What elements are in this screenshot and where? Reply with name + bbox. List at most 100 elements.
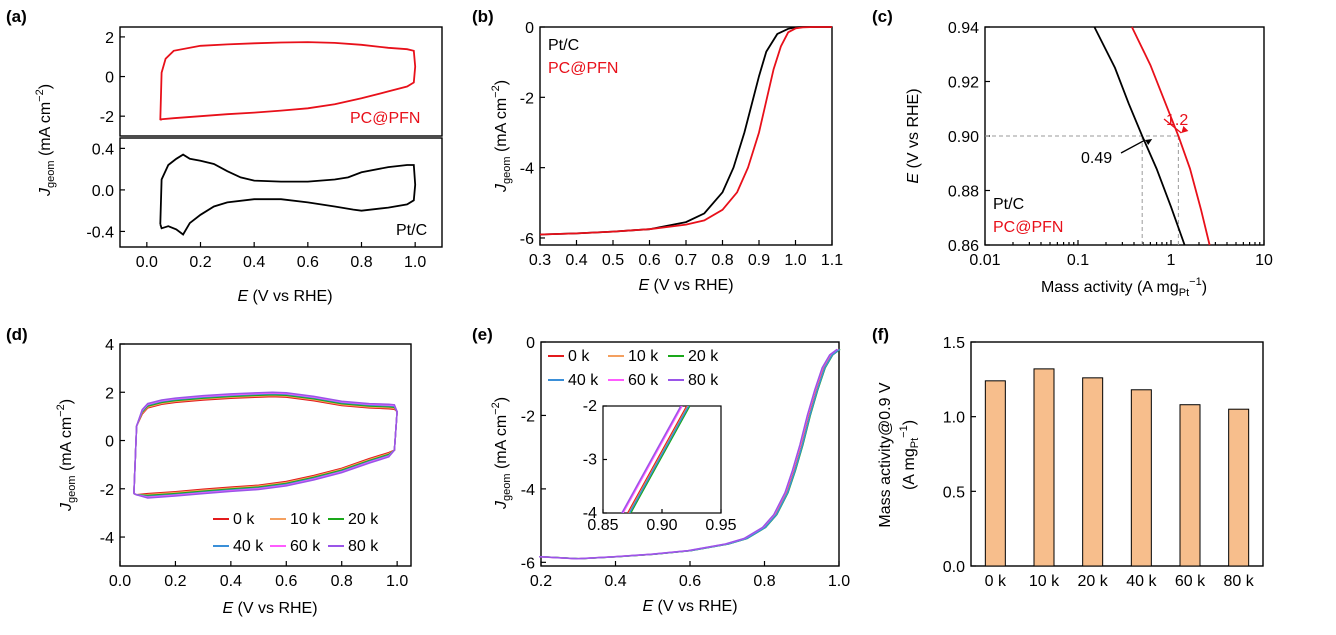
panel-a-top-frame	[119, 26, 443, 137]
series-pcpfn-line	[1131, 26, 1211, 246]
panel-d-x-axis-title: E (V vs RHE)	[222, 600, 317, 617]
bar-0k	[984, 380, 1006, 567]
panel-e-x-axis-title: E (V vs RHE)	[642, 598, 737, 615]
inset-series-line	[621, 406, 682, 513]
panel-b-xtick-label: 0.8	[711, 252, 733, 269]
inset-ytick-label: -2	[583, 398, 597, 415]
panel-b-legend-ptc: Pt/C	[548, 37, 579, 54]
panel-c-xtick-label: 10	[1255, 252, 1273, 269]
legend-label: 80 k	[348, 538, 379, 555]
legend-label: 0 k	[233, 511, 255, 528]
panel-e-legend: 0 k 10 k 20 k 40 k 60 k 80 k	[548, 348, 719, 389]
panel-c-xtick-label: 0.1	[1067, 252, 1089, 269]
panel-a: -2 0 2 PC@PFN -0.4 0.0 0.4 0.0 0.2 0.4 0.6 0.8 1.0…	[34, 26, 443, 305]
series-ptc-line	[1093, 26, 1186, 246]
panel-f-frame	[970, 341, 1264, 567]
panel-c-ytick-label: 0.90	[948, 129, 979, 146]
panel-label-b: (b)	[472, 7, 494, 26]
panel-d-axis: 0.0 0.2 0.4 0.6 0.8 1.0 4 2 0 -2 -4	[100, 337, 409, 590]
panel-b-xtick-label: 0.6	[638, 252, 660, 269]
panel-f-xtick-label: 80 k	[1224, 573, 1255, 590]
panel-d-legend: 0 k 10 k 20 k 40 k 60 k 80 k	[213, 511, 379, 555]
panel-a-bottom-ytick-label: 0.0	[92, 183, 114, 200]
panel-label-d: (d)	[6, 325, 28, 344]
panel-f-xtick-label: 0 k	[985, 573, 1007, 590]
legend-label: 60 k	[290, 538, 321, 555]
panel-f-xtick-label: 10 k	[1029, 573, 1060, 590]
panel-a-xtick-label: 0.2	[189, 254, 211, 271]
panel-a-top-ytick-label: 2	[105, 30, 114, 47]
panel-a-x-axis-title: E (V vs RHE)	[237, 288, 332, 305]
panel-e-xtick-label: 0.6	[679, 573, 701, 590]
panel-e-inset-plot	[621, 406, 691, 513]
panel-b-xtick-label: 1.0	[784, 252, 806, 269]
panel-f-ytick-label: 1.0	[943, 410, 965, 427]
bar-40k	[1130, 389, 1152, 567]
panel-e-ytick-label: -2	[521, 408, 535, 425]
panel-c-axis: 0.01 0.1 1 10 0.86 0.88 0.90 0.92 0.94	[948, 20, 1273, 269]
panel-c-ytick-label: 0.86	[948, 238, 979, 255]
panel-c-frame	[984, 26, 1265, 246]
panel-a-xtick-label: 0.8	[350, 254, 372, 271]
panel-b-plot	[539, 26, 832, 236]
panel-d-y-axis-title: Jgeom (mA cm−2)	[55, 399, 78, 512]
panel-c-xtick-label: 0.01	[969, 252, 1000, 269]
panel-d-xtick-label: 0.4	[220, 573, 242, 590]
inset-ytick-label: -3	[583, 452, 597, 469]
panel-f-plot	[984, 368, 1250, 567]
legend-label: 0 k	[568, 348, 590, 365]
inset-series-line	[630, 406, 691, 513]
bar-10k	[1033, 368, 1055, 567]
panel-e-xtick-label: 0.4	[604, 573, 626, 590]
panel-e-ytick-label: -4	[521, 482, 535, 499]
panel-b: 0.3 0.4 0.5 0.6 0.7 0.8 0.9 1.0 1.10-2-4-6 Pt/C …	[490, 20, 843, 294]
panel-e-inset-frame	[602, 405, 722, 514]
panel-b-ytick-label: -6	[520, 231, 534, 248]
panel-b-xtick-label: 0.9	[748, 252, 770, 269]
panel-b-xtick-label: 0.7	[675, 252, 697, 269]
panel-f-xtick-label: 60 k	[1175, 573, 1206, 590]
panel-d-ytick-label: 0	[105, 434, 114, 451]
panel-a-bottom-axis: -0.4 0.0 0.4 0.0 0.2 0.4 0.6 0.8 1.0	[86, 141, 426, 271]
panel-d-ytick-label: -2	[100, 482, 114, 499]
panel-label-a: (a)	[6, 7, 27, 26]
panel-f-ytick-label: 0.0	[943, 559, 965, 576]
panel-b-ytick-label: 0	[525, 20, 534, 37]
legend-label: 10 k	[290, 511, 321, 528]
panel-e-plot	[539, 348, 841, 560]
panel-d-xtick-label: 1.0	[386, 573, 408, 590]
panel-f-xtick-label: 40 k	[1126, 573, 1157, 590]
panel-f-ytick-label: 0.5	[943, 484, 965, 501]
series-80k-line	[133, 391, 398, 499]
bar-60k	[1179, 404, 1201, 567]
panel-a-top-axis: -2 0 2	[100, 30, 125, 126]
bar-20k	[1082, 377, 1104, 567]
panel-b-x-axis-title: E (V vs RHE)	[638, 277, 733, 294]
panel-a-series-label-pcpfn: PC@PFN	[350, 110, 420, 127]
panel-a-xtick-label: 0.4	[243, 254, 265, 271]
panel-c-annotation-ptc: 0.49	[1081, 150, 1112, 167]
panel-a-bottom-plot	[159, 153, 417, 236]
panel-f-ytick-label: 1.5	[943, 335, 965, 352]
panel-a-y-axis-title: Jgeom (mA cm−2)	[34, 84, 57, 197]
panel-e-ytick-label: 0	[526, 335, 535, 352]
panel-d-xtick-label: 0.6	[275, 573, 297, 590]
panel-d-plot	[133, 391, 398, 499]
panel-b-axis: 0.3 0.4 0.5 0.6 0.7 0.8 0.9 1.0 1.1 0 -2 -4 -6	[520, 20, 843, 269]
annotation-arrowhead-ptc	[1145, 139, 1153, 145]
panel-b-xtick-label: 0.3	[529, 252, 551, 269]
series-60k-line	[133, 392, 398, 498]
inset-ytick-label: -4	[583, 505, 597, 522]
panel-b-legend-pcpfn: PC@PFN	[548, 60, 618, 77]
legend-label: 20 k	[688, 348, 719, 365]
panel-c-ytick-label: 0.92	[948, 75, 979, 92]
panel-c-legend-pcpfn: PC@PFN	[993, 219, 1063, 236]
series-20k-line	[133, 393, 398, 497]
panel-b-ytick-label: -2	[520, 90, 534, 107]
panel-f-y-axis-title-line2: (A mgPt−1)	[898, 420, 921, 490]
panel-d-frame	[119, 343, 412, 567]
series-40k-line	[133, 392, 398, 498]
panel-d-ytick-label: -4	[100, 530, 114, 547]
series-0k-line	[133, 395, 398, 496]
